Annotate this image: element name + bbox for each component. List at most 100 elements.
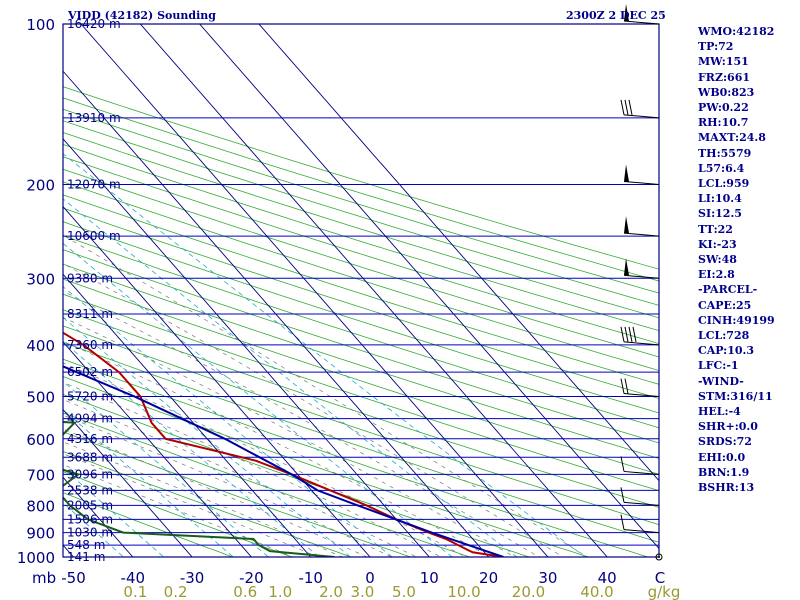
temperature-tick-label: -30 xyxy=(180,569,205,587)
stat-line: MAXT:24.8 xyxy=(698,131,766,145)
dry-adiabat xyxy=(63,132,659,319)
height-label: 1506 m xyxy=(67,512,113,526)
dry-adiabat xyxy=(63,181,659,371)
wind-barb xyxy=(620,99,660,119)
temperature-tick-label: 10 xyxy=(420,569,439,587)
moist-adiabat xyxy=(63,234,588,557)
height-label: 16420 m xyxy=(67,17,121,31)
temperature-tick-label: -10 xyxy=(298,569,323,587)
dry-adiabat xyxy=(63,207,659,399)
stat-line: EI:2.8 xyxy=(698,268,735,282)
mixing-ratio-line xyxy=(63,502,125,557)
dewpoint-line xyxy=(63,420,335,557)
dry-adiabat xyxy=(63,120,659,306)
mixing-ratio-line xyxy=(63,380,270,557)
stat-line: SW:48 xyxy=(698,253,737,267)
dry-adiabat xyxy=(63,376,590,557)
height-label: 2538 m xyxy=(67,483,113,497)
mixing-ratio-line xyxy=(63,198,518,557)
temperature-tick-label: 40 xyxy=(598,569,617,587)
dry-adiabat xyxy=(63,325,659,526)
stat-line: WMO:42182 xyxy=(698,25,775,38)
wind-barb xyxy=(623,258,660,279)
height-label: 141 m xyxy=(67,550,105,564)
stat-line: CAP:10.3 xyxy=(698,344,755,358)
temperature-tick-label: -40 xyxy=(121,569,146,587)
mixing-ratio-label: 10.0 xyxy=(447,583,480,600)
stat-line: FRZ:661 xyxy=(698,70,751,84)
stat-line: L57:6.4 xyxy=(698,161,745,175)
dry-adiabat xyxy=(63,293,659,492)
stat-line: STM:316/11 xyxy=(698,389,773,403)
wind-barb xyxy=(620,378,660,398)
mixing-ratio-line xyxy=(63,467,165,557)
height-label: 10600 m xyxy=(67,229,121,243)
stat-line: SI:12.5 xyxy=(698,207,742,221)
stats-panel: WMO:42182 TP:72 MW:151 FRZ:661 WB0:823 PW:0.2… xyxy=(698,24,775,495)
pressure-tick-label: 100 xyxy=(26,16,55,34)
moist-adiabat xyxy=(63,428,368,557)
mixing-ratio-line xyxy=(63,153,586,557)
isotherm xyxy=(63,408,193,557)
stat-line: WB0:823 xyxy=(698,85,755,99)
dry-adiabat xyxy=(63,86,659,270)
mixing-ratio-line xyxy=(63,317,352,557)
dry-adiabat xyxy=(63,341,659,543)
mixing-ratio-label: 2.0 xyxy=(319,583,343,600)
wind-barbs xyxy=(620,4,663,561)
height-label: 2005 m xyxy=(67,498,113,512)
wind-barb xyxy=(620,514,660,534)
stat-line: EHI:0.0 xyxy=(698,450,746,464)
mixing-ratio-unit-label: g/kg xyxy=(648,583,681,600)
temperature-tick-label: 20 xyxy=(479,569,498,587)
mixing-ratio-label: 0.1 xyxy=(123,583,147,600)
temperature-tick-label: -20 xyxy=(239,569,264,587)
dry-adiabat xyxy=(63,278,659,475)
temperature-tick-label: -50 xyxy=(61,569,86,587)
height-label: 13910 m xyxy=(67,111,121,125)
height-label: 12070 m xyxy=(67,177,121,191)
height-label: 4316 m xyxy=(67,432,113,446)
isotherm xyxy=(63,273,312,557)
temperature-tick-label: 30 xyxy=(538,569,557,587)
mixing-ratio-label: 0.2 xyxy=(164,583,188,600)
isotherm xyxy=(258,24,659,482)
pressure-tick-label: 400 xyxy=(26,337,55,355)
height-label: 3096 m xyxy=(67,467,113,481)
dry-adiabat xyxy=(63,249,659,444)
stat-line: MW:151 xyxy=(698,55,749,69)
wind-barb xyxy=(620,487,660,506)
moist-adiabat xyxy=(63,340,491,557)
dry-adiabat xyxy=(63,450,353,557)
moist-adiabat xyxy=(63,316,516,557)
stat-line: TT:22 xyxy=(698,222,733,236)
moist-adiabat xyxy=(63,290,540,557)
stat-line: BSHR:13 xyxy=(698,481,755,495)
height-label: 548 m xyxy=(67,538,105,552)
stat-line: LI:10.4 xyxy=(698,192,742,206)
pressure-tick-label: 300 xyxy=(26,270,55,288)
pressure-unit-label: mb xyxy=(32,569,56,587)
stat-line: TP:72 xyxy=(698,40,734,54)
chart-title: VIDD (42182) Sounding xyxy=(68,9,216,22)
dry-adiabat xyxy=(63,235,659,429)
isotherm xyxy=(63,138,430,557)
isotherm xyxy=(80,24,549,557)
pressure-tick-label: 900 xyxy=(26,525,55,543)
mixing-ratio-label: 40.0 xyxy=(580,583,613,600)
isotherm xyxy=(63,70,490,557)
height-label: 1030 m xyxy=(67,526,113,540)
mixing-ratio-label: 1.0 xyxy=(268,583,292,600)
moist-adiabat xyxy=(63,381,442,557)
pressure-tick-label: 1000 xyxy=(17,549,55,567)
pressure-tick-label: 700 xyxy=(26,466,55,484)
height-label: 5720 m xyxy=(67,390,113,404)
stat-line: SRDS:72 xyxy=(698,435,752,449)
stat-line: -PARCEL- xyxy=(698,283,758,297)
isotherm xyxy=(63,341,253,557)
dry-adiabat xyxy=(63,194,659,385)
isotherm xyxy=(63,205,371,557)
stat-line: CAPE:25 xyxy=(698,298,752,312)
stat-line: SHR+:0.0 xyxy=(698,420,758,434)
